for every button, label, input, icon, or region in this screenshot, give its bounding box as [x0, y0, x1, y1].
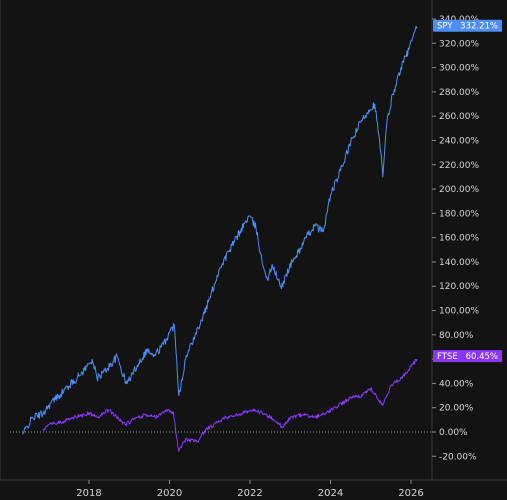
y-tick-label: 160.00%: [439, 234, 479, 244]
y-tick-label: 260.00%: [439, 112, 479, 122]
badge-series-name: FTSE: [437, 352, 458, 362]
y-tick-label: 280.00%: [439, 88, 479, 98]
y-tick-label: 300.00%: [439, 64, 479, 74]
last-value-badge-spy: SPY 332.21%: [433, 19, 502, 32]
series-layer: [22, 25, 418, 452]
series-line-spy: [22, 25, 418, 435]
x-tick-label: 2020: [157, 488, 182, 499]
x-tick-label: 2022: [237, 488, 262, 499]
last-value-badge-ftse: FTSE 60.45%: [433, 350, 502, 363]
y-tick-label: 140.00%: [439, 258, 479, 268]
y-tick-label: 240.00%: [439, 136, 479, 146]
y-tick-label: -20.00%: [439, 452, 477, 462]
badge-series-name: SPY: [437, 22, 453, 32]
x-tick-label: 2026: [398, 488, 423, 499]
y-tick-label: 100.00%: [439, 307, 479, 317]
y-tick-label: 180.00%: [439, 209, 479, 219]
badge-series-value: 60.45%: [466, 352, 498, 362]
y-tick-label: 0.00%: [439, 428, 468, 438]
y-tick-label: 20.00%: [439, 404, 474, 414]
badge-background: [433, 19, 502, 32]
series-line-ftse: [42, 358, 418, 452]
x-tick-label: 2024: [318, 488, 343, 499]
badge-series-value: 332.21%: [460, 22, 498, 32]
y-tick-label: 120.00%: [439, 282, 479, 292]
y-tick-label: 220.00%: [439, 161, 479, 171]
y-tick-label: 200.00%: [439, 185, 479, 195]
last-value-badges: SPY 332.21% FTSE 60.45%: [433, 19, 502, 363]
x-axis-ticks: 2018 2020 2022 2024 2026: [76, 480, 424, 499]
y-tick-label: 320.00%: [439, 39, 479, 49]
badge-background: [433, 350, 502, 363]
y-tick-label: 40.00%: [439, 379, 474, 389]
y-tick-label: 80.00%: [439, 331, 474, 341]
x-tick-label: 2018: [76, 488, 101, 499]
